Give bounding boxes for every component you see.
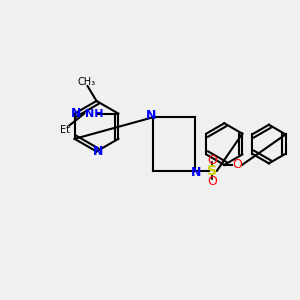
Text: O: O bbox=[208, 154, 218, 167]
Text: O: O bbox=[208, 175, 218, 188]
Text: O: O bbox=[233, 158, 243, 171]
Text: Et: Et bbox=[60, 125, 70, 135]
Text: N: N bbox=[146, 109, 157, 122]
Text: N: N bbox=[93, 145, 103, 158]
Text: CH₃: CH₃ bbox=[77, 76, 95, 87]
Text: S: S bbox=[207, 164, 218, 178]
Text: N: N bbox=[191, 166, 201, 179]
Text: NH: NH bbox=[85, 109, 103, 118]
Text: N: N bbox=[71, 107, 81, 120]
